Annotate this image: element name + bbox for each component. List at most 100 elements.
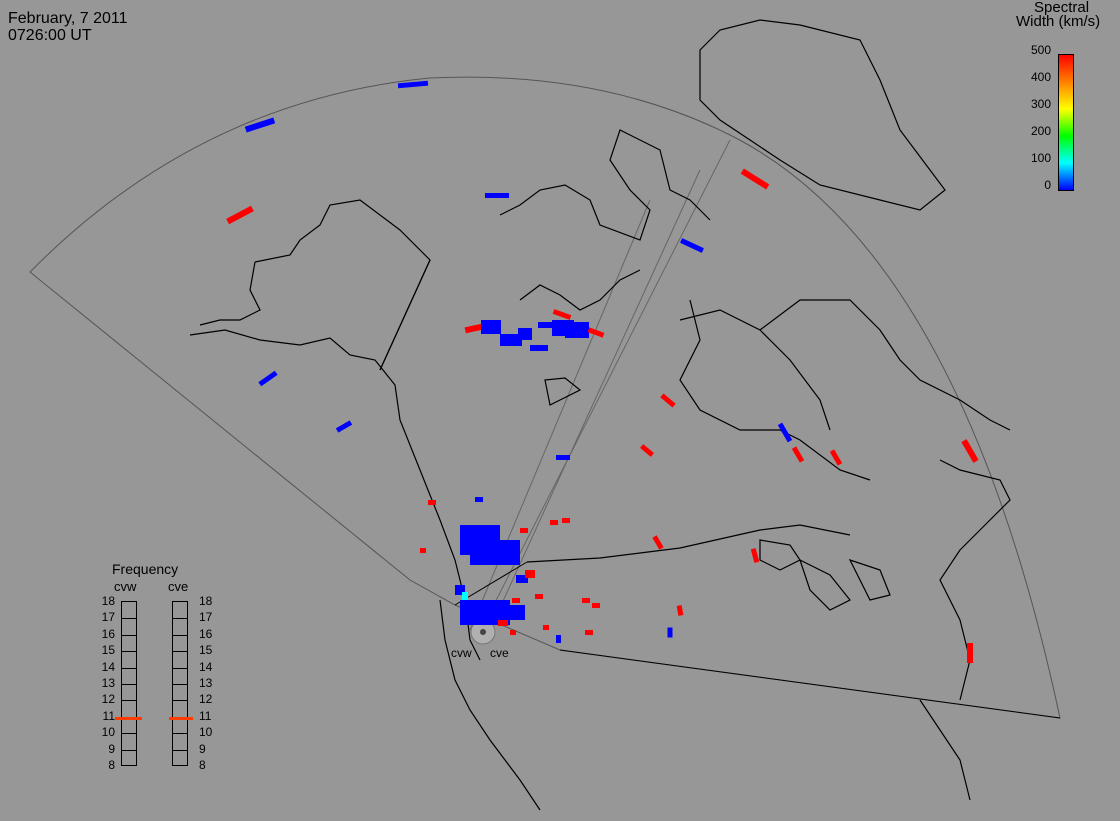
scatter-cell bbox=[498, 620, 508, 626]
scatter-cell bbox=[552, 309, 572, 320]
scatter-cell bbox=[535, 594, 543, 599]
scatter-cell bbox=[510, 630, 516, 635]
scatter-cell bbox=[420, 548, 426, 553]
scatter-cell bbox=[520, 528, 528, 533]
frequency-col-cve: cve bbox=[168, 579, 189, 594]
frequency-gridline bbox=[173, 733, 187, 735]
scatter-cell bbox=[740, 168, 770, 190]
scatter-cell bbox=[475, 497, 483, 502]
frequency-gridline bbox=[122, 651, 136, 653]
colorbar-title-line2: Width (km/s) bbox=[1016, 13, 1101, 30]
frequency-gridline bbox=[122, 684, 136, 685]
colorbar-tick: 200 bbox=[1030, 124, 1051, 138]
frequency-gridline bbox=[173, 700, 187, 702]
colorbar-tick: 0 bbox=[1044, 178, 1051, 192]
frequency-label-left: 13 bbox=[101, 676, 115, 690]
scatter-cell bbox=[562, 518, 570, 523]
scatter-cell bbox=[480, 555, 515, 565]
scatter-cell bbox=[680, 238, 704, 253]
frequency-label-left: 11 bbox=[102, 708, 115, 723]
radar-sites bbox=[470, 619, 496, 645]
frequency-bar-cvw bbox=[121, 601, 137, 766]
scatter-cell bbox=[505, 605, 525, 620]
frequency-gridline bbox=[173, 651, 187, 653]
scatter-cell bbox=[676, 605, 684, 616]
scatter-cell bbox=[640, 444, 654, 457]
scatter-cell bbox=[967, 643, 973, 663]
scatter-cell bbox=[397, 80, 429, 89]
scatter-cell bbox=[585, 630, 593, 635]
frequency-label-right: 8 bbox=[199, 758, 206, 772]
field-of-view-boundary bbox=[29, 76, 1061, 719]
frequency-gridline bbox=[173, 667, 187, 669]
scatter-cell bbox=[244, 117, 276, 133]
frequency-label-left: 9 bbox=[108, 741, 115, 756]
colorbar-tick: 500 bbox=[1030, 43, 1051, 57]
frequency-gridline bbox=[122, 733, 136, 735]
frequency-gridline bbox=[173, 749, 187, 751]
scatter-cell bbox=[556, 635, 561, 643]
scatter-cell bbox=[667, 627, 673, 638]
frequency-label-right: 12 bbox=[199, 692, 213, 707]
frequency-label-left: 18 bbox=[101, 594, 115, 608]
scatter-cell bbox=[556, 455, 570, 460]
frequency-col-cvw: cvw bbox=[114, 579, 137, 594]
map-time: 0726:00 UT bbox=[8, 27, 92, 44]
border-lines bbox=[454, 561, 1061, 719]
scatter-cell bbox=[750, 548, 760, 563]
scatter-cell bbox=[500, 334, 522, 346]
frequency-gridline bbox=[122, 634, 136, 636]
frequency-marker-cvw bbox=[115, 717, 142, 721]
colorbar-title-line1: Spectral bbox=[1034, 0, 1090, 16]
scatter-cell bbox=[652, 535, 664, 550]
frequency-gridline bbox=[173, 684, 187, 685]
frequency-label-left: 12 bbox=[101, 692, 115, 707]
colorbar-tick: 400 bbox=[1030, 70, 1051, 84]
colorbar-tick: 300 bbox=[1030, 97, 1051, 111]
frequency-label-right: 15 bbox=[199, 643, 213, 658]
scatter-cell bbox=[455, 585, 465, 595]
scatter-cell bbox=[829, 449, 843, 466]
frequency-gridline bbox=[122, 749, 136, 751]
scatter-cell bbox=[518, 328, 532, 340]
frequency-label-left: 16 bbox=[101, 626, 115, 641]
frequency-label-right: 9 bbox=[199, 741, 206, 756]
scatter-cell bbox=[592, 603, 600, 608]
frequency-marker-cve bbox=[169, 717, 193, 721]
scatter-cell bbox=[777, 422, 793, 443]
coastlines bbox=[189, 19, 1011, 811]
scatter-cell bbox=[525, 570, 535, 578]
scatter-cell bbox=[582, 598, 590, 603]
scatter-cell bbox=[530, 345, 548, 351]
frequency-label-left: 14 bbox=[101, 659, 115, 674]
scatter-cell bbox=[543, 625, 549, 630]
scatter-cell bbox=[462, 592, 468, 602]
frequency-label-left: 15 bbox=[101, 643, 115, 658]
frequency-label-right: 14 bbox=[199, 659, 213, 674]
scatter-cell bbox=[550, 520, 558, 525]
frequency-label-right: 10 bbox=[199, 725, 213, 740]
scatter-cell bbox=[791, 446, 805, 463]
scatter-cell bbox=[587, 327, 605, 338]
frequency-label-right: 16 bbox=[199, 626, 213, 641]
map-date: February, 7 2011 bbox=[8, 10, 128, 27]
frequency-title: Frequency bbox=[112, 561, 179, 577]
scatter-cell bbox=[481, 320, 501, 334]
frequency-label-right: 11 bbox=[199, 708, 212, 723]
frequency-label-right: 17 bbox=[199, 610, 213, 625]
frequency-gridline bbox=[173, 618, 187, 620]
scatter-cell bbox=[565, 322, 589, 338]
frequency-gridline bbox=[122, 700, 136, 702]
scatter-cell bbox=[258, 370, 278, 387]
scatter-cell bbox=[335, 420, 353, 433]
frequency-label-left: 8 bbox=[108, 758, 115, 772]
radar-label-cve: cve bbox=[490, 646, 509, 660]
colorbar-tick: 100 bbox=[1030, 151, 1051, 165]
frequency-gridline bbox=[173, 634, 187, 636]
frequency-label-left: 10 bbox=[101, 725, 115, 740]
scatter-cell bbox=[226, 205, 254, 225]
colorbar-gradient bbox=[1058, 54, 1074, 191]
scatter-cell bbox=[485, 193, 509, 198]
scatter-cell bbox=[660, 393, 676, 408]
